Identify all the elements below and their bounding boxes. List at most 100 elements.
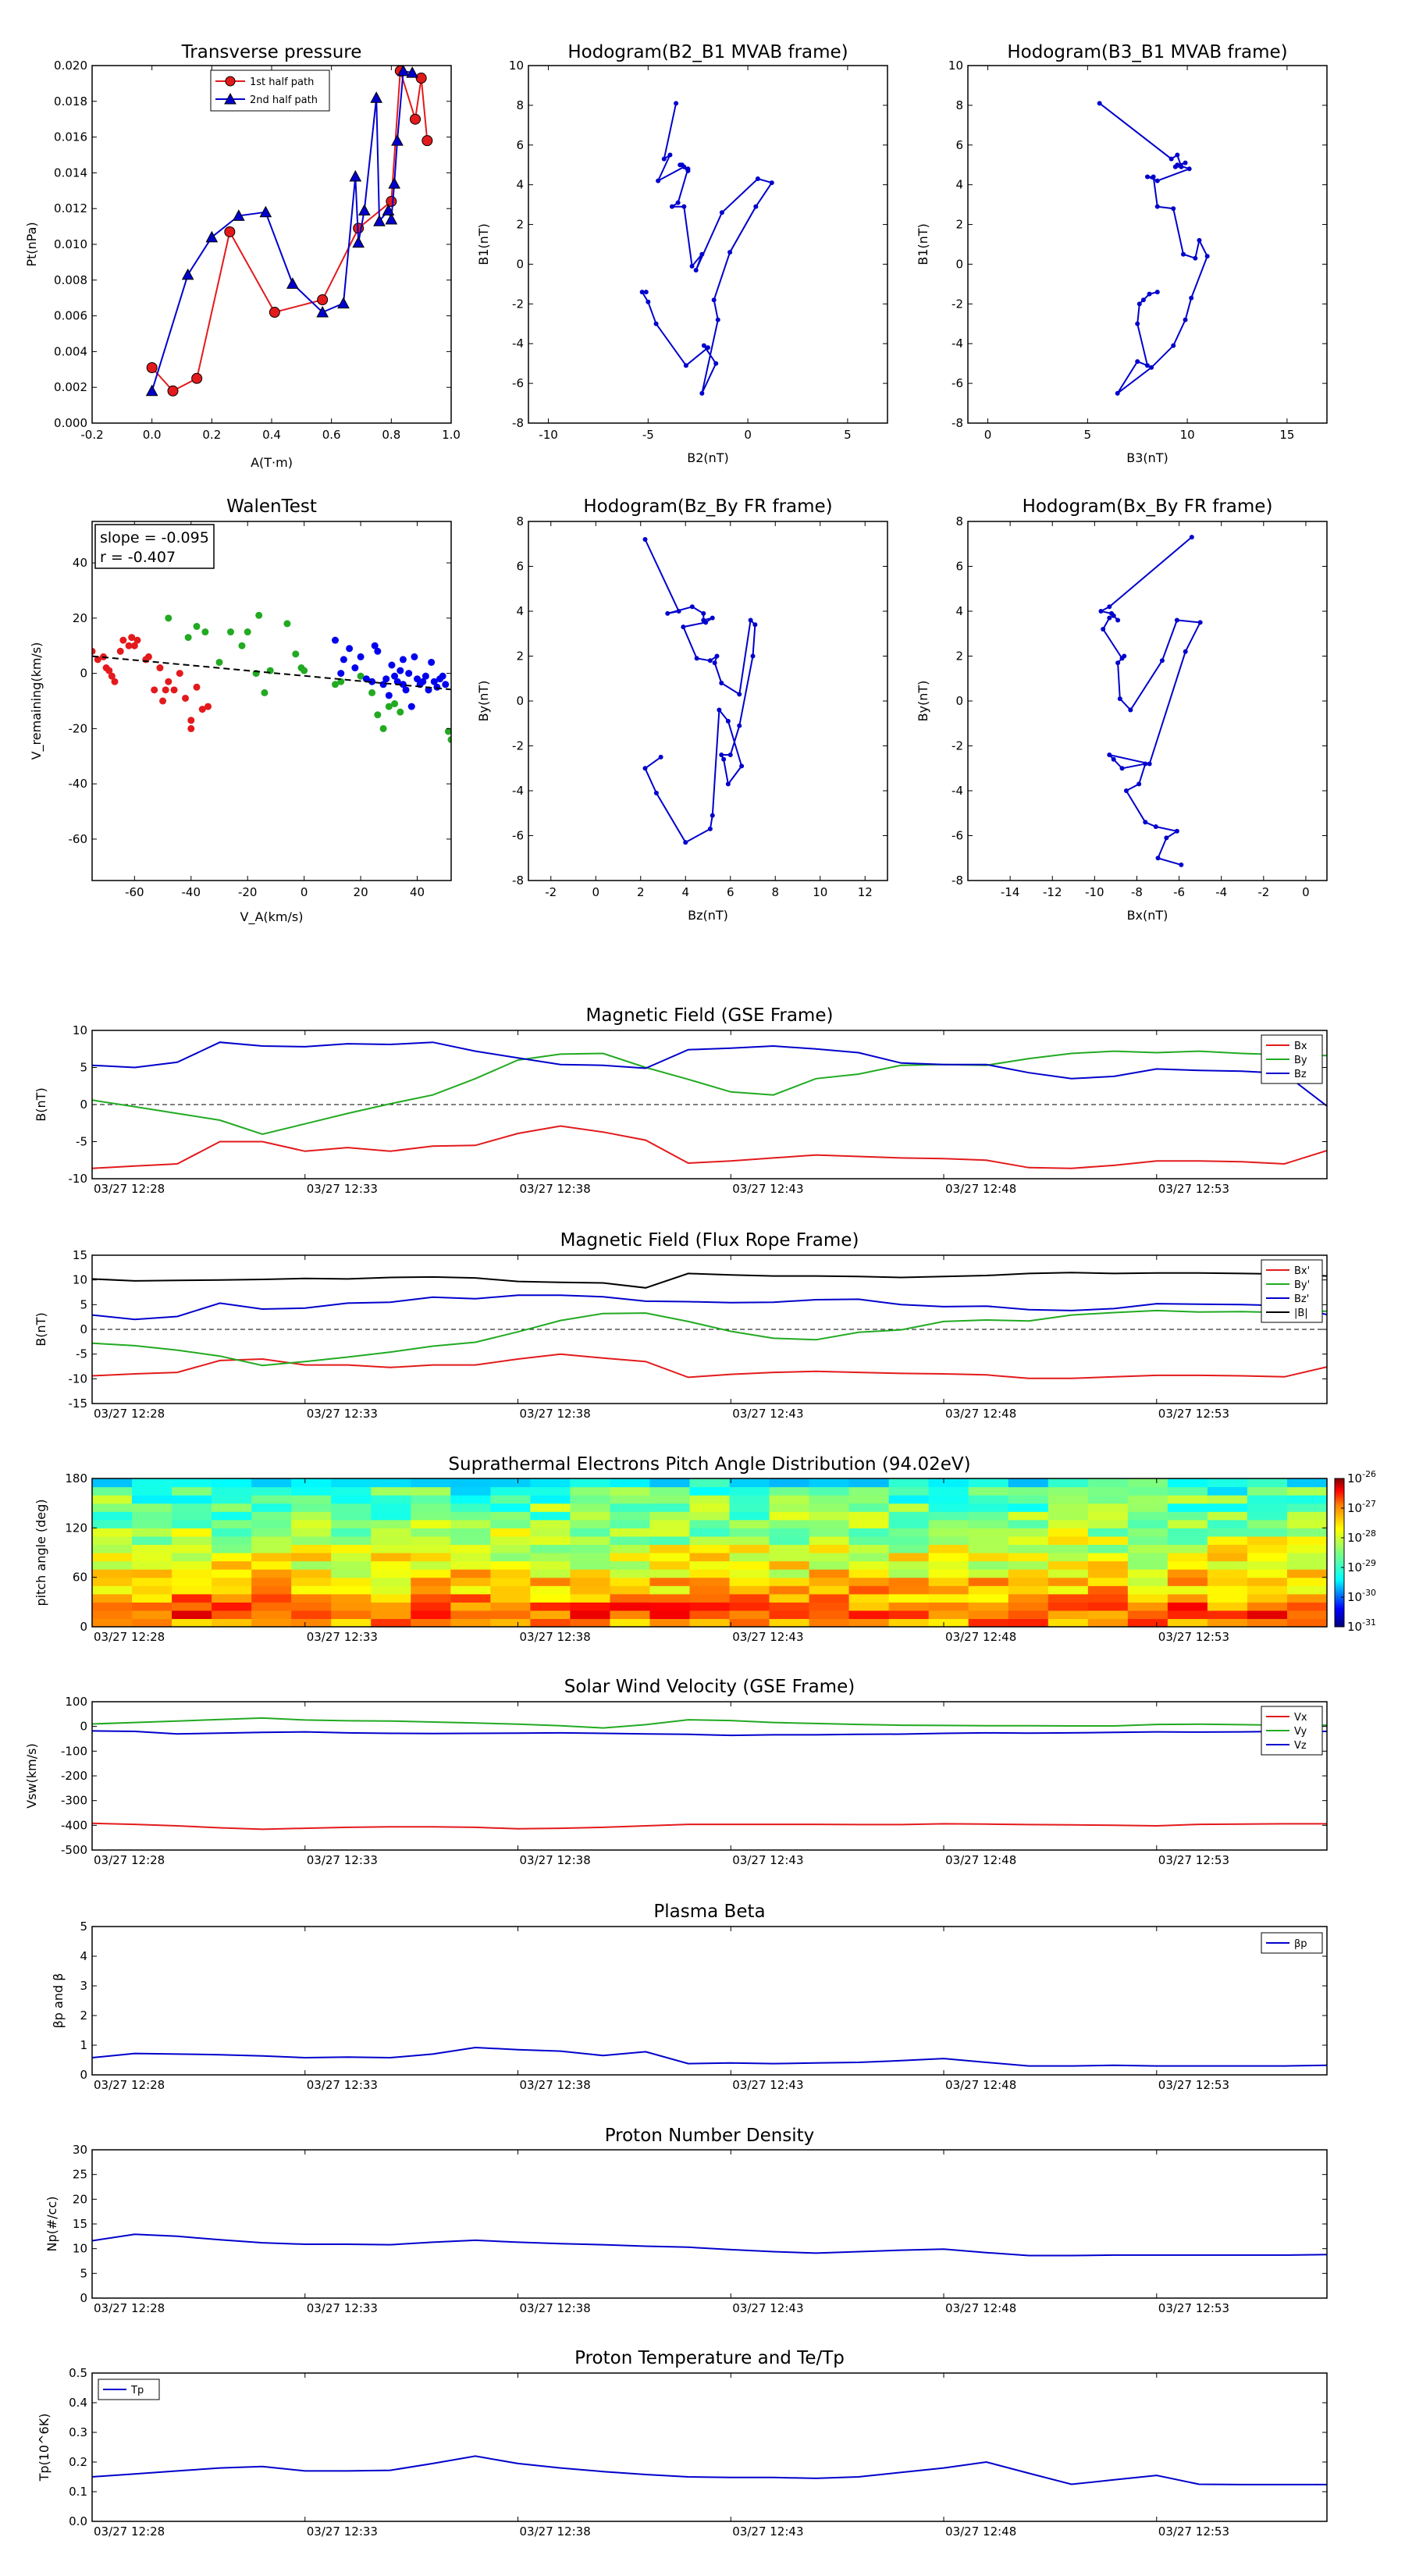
x-ticks: 03/27 12:28 03/27 12:33 03/27 12:38 03/27 1… — [91, 1927, 1229, 2092]
heatmap-cell — [1087, 1610, 1129, 1620]
panel-transverse-pressure: Transverse pressure -0.2 0.0 0.2 0.4 0.6 0.8 1… — [24, 42, 461, 470]
heatmap-cell — [1087, 1503, 1129, 1512]
series-line — [92, 1041, 1327, 1107]
y-tick-label: -2 — [951, 739, 963, 753]
heatmap-cell — [1087, 1553, 1129, 1562]
heatmap-cell — [1247, 1486, 1288, 1496]
axes-frame — [528, 521, 888, 881]
data-point — [191, 372, 203, 384]
y-tick-label: 5 — [80, 1061, 87, 1075]
heatmap-cell — [928, 1585, 969, 1595]
data-point — [721, 756, 727, 762]
heatmap-cell — [172, 1528, 212, 1537]
heatmap-cell — [450, 1486, 491, 1496]
y-tick-label: 0.2 — [69, 2455, 87, 2469]
heatmap-cell — [649, 1577, 691, 1586]
scatter-point — [374, 711, 382, 719]
heatmap-cell — [888, 1618, 930, 1627]
heatmap-cell — [450, 1511, 491, 1521]
colorbar-tick-label: 10-30 — [1347, 1588, 1376, 1604]
heatmap-cell — [291, 1519, 332, 1528]
heatmap-cell — [570, 1560, 611, 1570]
data-point — [653, 321, 659, 326]
y-axis-label: V_remaining(km/s) — [29, 642, 44, 760]
scatter-point — [133, 636, 141, 644]
scatter-point — [379, 681, 387, 688]
annotation-box — [94, 524, 215, 569]
heatmap-cell — [888, 1553, 930, 1562]
heatmap-cell — [1286, 1577, 1327, 1586]
heatmap-cell — [92, 1585, 133, 1595]
data-point — [1143, 820, 1148, 825]
data-point — [667, 152, 673, 158]
heatmap-cell — [1207, 1569, 1248, 1578]
heatmap-cell — [212, 1553, 252, 1562]
data-point — [406, 66, 419, 78]
heatmap-cell — [450, 1478, 491, 1488]
scatter-point — [170, 686, 178, 694]
scatter-point — [119, 636, 127, 644]
panel-title: Hodogram(Bx_By FR frame) — [1023, 496, 1273, 517]
heatmap-cell — [490, 1560, 531, 1570]
heatmap-cell — [92, 1511, 133, 1521]
y-tick-label: 0.016 — [54, 130, 87, 144]
heatmap-cell — [1286, 1519, 1327, 1528]
heatmap-cell — [1048, 1528, 1089, 1537]
y-tick-label: 180 — [65, 1471, 87, 1485]
x-tick-label: 03/27 12:43 — [732, 1407, 803, 1421]
y-axis-label: B1(nT) — [916, 223, 930, 265]
data-point — [713, 361, 719, 366]
x-ticks: 03/27 12:28 03/27 12:33 03/27 12:38 03/27 1… — [91, 1255, 1229, 1421]
heatmap-cell — [172, 1486, 212, 1496]
heatmap-cell — [649, 1478, 691, 1488]
heatmap-cell — [570, 1553, 611, 1562]
x-ticks: 03/27 12:28 03/27 12:33 03/27 12:38 03/27 1… — [91, 2150, 1229, 2315]
data-point — [1115, 390, 1120, 396]
scatter-point — [159, 697, 167, 705]
heatmap-cell — [1127, 1535, 1168, 1546]
x-tick-label: 0 — [744, 428, 752, 442]
heatmap-cell — [1167, 1544, 1208, 1553]
data-point — [750, 653, 756, 659]
scatter-point — [182, 694, 190, 702]
y-tick-label: 6 — [516, 138, 524, 152]
y-ticks: -500 -400 -300 -200 -100 0 100 — [61, 1695, 1327, 1857]
x-tick-label: 03/27 12:43 — [732, 1853, 803, 1867]
heatmap-cell — [172, 1511, 212, 1521]
heatmap-cell — [689, 1486, 731, 1496]
panel-hodogram-bz-by: Hodogram(Bz_By FR frame) -2 0 2 4 6 8 10 12 -8-… — [476, 496, 888, 923]
data-point — [146, 362, 158, 374]
heatmap-cell — [291, 1503, 332, 1512]
scatter-point — [397, 667, 404, 674]
heatmap-cell — [729, 1602, 770, 1611]
heatmap-cell — [490, 1478, 531, 1488]
heatmap-cell — [411, 1519, 451, 1528]
heatmap-cell — [490, 1610, 531, 1620]
heatmap-cell — [729, 1610, 770, 1620]
data-point — [1168, 156, 1174, 162]
data-point — [699, 251, 705, 257]
heatmap-cell — [1008, 1585, 1049, 1595]
heatmap-cell — [331, 1528, 372, 1537]
legend-label: Bz' — [1294, 1293, 1309, 1305]
heatmap-cell — [291, 1544, 332, 1553]
heatmap-cell — [1167, 1519, 1208, 1528]
heatmap-cell — [172, 1553, 212, 1562]
heatmap-cell — [132, 1577, 173, 1586]
heatmap-cell — [689, 1511, 731, 1521]
scatter-point — [176, 670, 183, 678]
y-tick-label: 0 — [955, 694, 963, 708]
heatmap-cell — [1127, 1478, 1168, 1488]
data-point — [755, 176, 760, 182]
heatmap-cell — [1286, 1553, 1327, 1562]
y-tick-label: -4 — [512, 336, 524, 350]
heatmap-cell — [888, 1544, 930, 1553]
data-point — [1183, 160, 1188, 165]
heatmap-cell — [649, 1528, 691, 1537]
heatmap-cell — [371, 1610, 411, 1620]
heatmap-cell — [1048, 1495, 1089, 1504]
series-line — [1098, 536, 1202, 866]
y-axis-label: Np(#/cc) — [44, 2197, 59, 2252]
scatter-point — [357, 653, 365, 660]
legend: Tp — [98, 2379, 160, 2400]
